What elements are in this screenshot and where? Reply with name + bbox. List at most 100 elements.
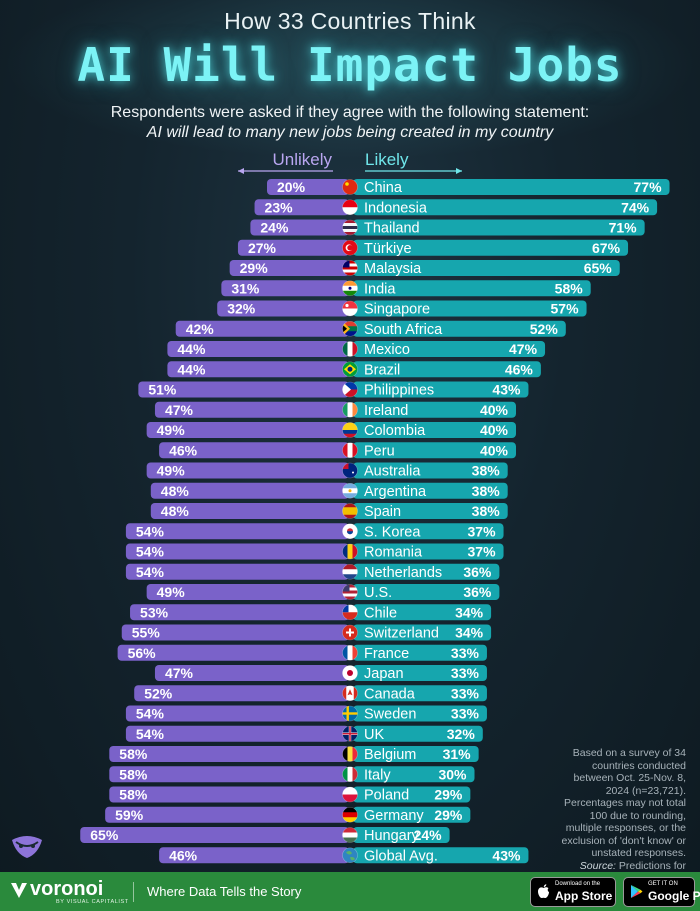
- category-label-1: Indonesia: [364, 200, 428, 216]
- label-likely-29: 30%: [438, 766, 467, 782]
- bar-likely-7: [353, 320, 566, 337]
- category-label-0: China: [364, 180, 403, 196]
- category-label-24: Japan: [364, 666, 404, 682]
- category-label-13: Peru: [364, 443, 395, 459]
- bar-unlikely-5: [221, 280, 349, 297]
- chart-subtitle-question: Respondents were asked if they agree wit…: [110, 104, 590, 121]
- turkiye-flag-icon: [342, 239, 358, 256]
- label-likely-2: 71%: [609, 220, 638, 236]
- label-likely-0: 77%: [634, 179, 663, 195]
- bar-unlikely-0: [267, 179, 349, 195]
- category-label-5: India: [364, 281, 396, 297]
- label-likely-28: 31%: [443, 746, 472, 762]
- bar-unlikely-26: [125, 705, 350, 722]
- label-likely-6: 57%: [551, 301, 580, 317]
- bar-likely-2: [353, 219, 645, 236]
- label-unlikely-4: 29%: [240, 260, 269, 276]
- bar-unlikely-23: [117, 644, 349, 661]
- bar-unlikely-18: [125, 543, 350, 560]
- label-likely-18: 37%: [468, 544, 497, 560]
- category-label-14: Australia: [364, 464, 421, 480]
- label-unlikely-1: 23%: [265, 199, 294, 215]
- footer-tagline: Where Data Tells the Story: [147, 884, 302, 899]
- category-label-27: UK: [364, 727, 384, 743]
- legend-likely-label: Likely: [365, 150, 409, 169]
- app-store-badge[interactable]: Download on the App Store: [530, 877, 616, 907]
- label-unlikely-3: 27%: [248, 240, 277, 256]
- bar-unlikely-32: [80, 827, 349, 843]
- thailand-flag-icon: [342, 219, 358, 236]
- globe-icon: [342, 847, 358, 864]
- label-likely-8: 47%: [509, 341, 538, 357]
- label-likely-32: 24%: [414, 827, 443, 843]
- label-unlikely-15: 48%: [161, 483, 190, 499]
- bar-likely-4: [353, 260, 620, 276]
- label-likely-4: 65%: [584, 260, 613, 276]
- bar-likely-15: [353, 482, 508, 499]
- label-likely-5: 58%: [555, 280, 584, 296]
- bar-unlikely-15: [150, 482, 349, 499]
- label-unlikely-9: 44%: [177, 361, 206, 377]
- bar-likely-9: [353, 361, 541, 378]
- bar-likely-12: [353, 422, 516, 438]
- bar-likely-30: [353, 786, 471, 803]
- category-label-11: Ireland: [364, 403, 408, 419]
- label-likely-33: 43%: [492, 847, 521, 863]
- label-likely-14: 38%: [472, 463, 501, 479]
- south-africa-flag-icon: [342, 320, 358, 337]
- label-likely-1: 74%: [621, 199, 650, 215]
- category-label-9: Brazil: [364, 362, 400, 378]
- france-flag-icon: [342, 644, 358, 661]
- bar-unlikely-21: [130, 604, 349, 621]
- google-play-icon: [631, 885, 643, 898]
- sweden-flag-icon: [342, 705, 358, 722]
- singapore-flag-icon: [342, 300, 358, 317]
- label-unlikely-12: 49%: [157, 422, 186, 438]
- label-unlikely-7: 42%: [186, 321, 215, 337]
- bar-unlikely-2: [250, 219, 349, 236]
- app-store-text: App Store: [555, 889, 613, 903]
- belgium-flag-icon: [342, 746, 358, 762]
- category-label-10: Philippines: [364, 383, 434, 399]
- category-label-26: Sweden: [364, 707, 416, 723]
- india-flag-icon: [342, 280, 358, 297]
- category-label-3: Türkiye: [364, 241, 412, 257]
- footnote: Based on a survey of 34 countries conduc…: [558, 747, 687, 885]
- google-play-badge[interactable]: GET IT ON Google Play: [623, 877, 700, 907]
- legend-unlikely-arrowhead: [238, 168, 244, 174]
- category-label-18: Romania: [364, 545, 423, 561]
- footnote-text: Based on a survey of 34 countries conduc…: [561, 747, 687, 859]
- label-unlikely-20: 49%: [157, 584, 186, 600]
- spain-flag-icon: [342, 503, 358, 519]
- label-likely-15: 38%: [472, 483, 501, 499]
- category-label-7: South Africa: [364, 322, 443, 338]
- bar-likely-16: [353, 503, 508, 519]
- brand-name: voronoi: [30, 878, 104, 900]
- legend-likely-arrowhead: [456, 168, 462, 174]
- bar-unlikely-10: [138, 381, 349, 398]
- category-label-20: U.S.: [364, 585, 392, 601]
- google-play-small-text: GET IT ON: [648, 881, 678, 887]
- bar-likely-20: [353, 584, 500, 600]
- bar-unlikely-19: [125, 563, 350, 580]
- bar-unlikely-28: [109, 746, 349, 762]
- legend-unlikely-label: Unlikely: [272, 150, 332, 169]
- bar-unlikely-1: [254, 199, 349, 216]
- bar-unlikely-3: [237, 239, 349, 256]
- label-likely-22: 34%: [455, 625, 484, 641]
- bar-unlikely-11: [154, 401, 349, 418]
- label-unlikely-30: 58%: [119, 787, 148, 803]
- bar-unlikely-33: [159, 847, 349, 864]
- bar-likely-14: [353, 462, 508, 479]
- us-flag-icon: [342, 584, 358, 600]
- category-label-6: Singapore: [364, 302, 430, 318]
- google-play-text: Google Play: [648, 889, 700, 903]
- label-unlikely-32: 65%: [90, 827, 119, 843]
- bar-likely-33: [353, 847, 529, 864]
- label-likely-30: 29%: [434, 787, 463, 803]
- header-glow: [0, 0, 700, 160]
- hungary-flag-icon: [342, 827, 358, 843]
- chart-supertitle: How 33 Countries Think: [224, 8, 476, 34]
- bar-unlikely-29: [109, 766, 349, 783]
- category-label-32: Hungary: [364, 828, 420, 844]
